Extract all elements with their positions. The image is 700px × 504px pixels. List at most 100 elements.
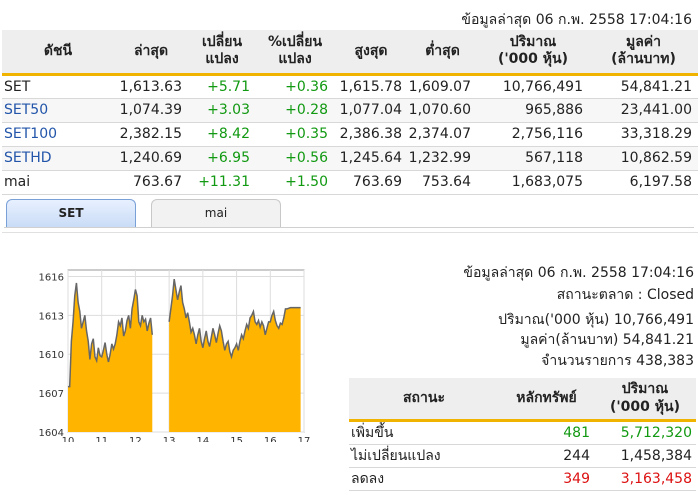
index-low: 1,070.60 <box>408 98 477 123</box>
header-status-volume: ปริมาณ ('000 หุ้น) <box>594 378 696 422</box>
index-pct-change: +0.36 <box>256 74 334 99</box>
status-volume: 1,458,384 <box>594 444 696 468</box>
x-tick-label: 17 <box>298 436 311 442</box>
status-count: 481 <box>499 420 594 445</box>
index-pct-change: +0.35 <box>256 122 334 147</box>
index-name-link[interactable]: SET100 <box>2 122 114 147</box>
index-row-set100: SET100 2,382.15 +8.42 +0.35 2,386.38 2,3… <box>2 122 698 147</box>
x-tick-label: 14 <box>196 436 209 442</box>
index-change: +5.71 <box>188 74 256 99</box>
info-timestamp: ข้อมูลล่าสุด 06 ก.พ. 2558 17:04:16 <box>463 265 694 281</box>
session-line-2 <box>168 278 301 360</box>
y-tick-label: 1616 <box>39 272 64 283</box>
y-tick-label: 1604 <box>39 428 64 439</box>
index-value: 33,318.29 <box>589 122 698 147</box>
status-count: 244 <box>499 444 594 468</box>
header-change: เปลี่ยน แปลง <box>188 30 256 76</box>
index-name-link[interactable]: SETHD <box>2 146 114 171</box>
index-volume: 10,766,491 <box>477 74 589 99</box>
index-pct-change: +0.28 <box>256 98 334 123</box>
transaction-count: จำนวนรายการ 438,383 <box>541 353 694 369</box>
index-row-set: SET 1,613.63 +5.71 +0.36 1,615.78 1,609.… <box>2 74 698 99</box>
index-link-set100[interactable]: SET100 <box>4 126 58 142</box>
index-low: 753.64 <box>408 170 477 195</box>
tab-mai[interactable]: mai <box>151 199 281 227</box>
x-tick-label: 12 <box>129 436 142 442</box>
index-row-mai: mai 763.67 +11.31 +1.50 763.69 753.64 1,… <box>2 170 698 195</box>
index-last: 2,382.15 <box>114 122 188 147</box>
index-last: 1,074.39 <box>114 98 188 123</box>
header-low: ต่ำสุด <box>408 30 477 76</box>
header-high: สูงสุด <box>334 30 408 76</box>
index-volume: 567,118 <box>477 146 589 171</box>
header-securities: หลักทรัพย์ <box>499 378 594 422</box>
header-volume: ปริมาณ ('000 หุ้น) <box>477 30 589 76</box>
index-low: 1,232.99 <box>408 146 477 171</box>
advance-decline-table: สถานะ หลักทรัพย์ ปริมาณ ('000 หุ้น) เพิ่ม… <box>349 378 696 491</box>
header-status: สถานะ <box>349 378 499 422</box>
last-update-timestamp: ข้อมูลล่าสุด 06 ก.พ. 2558 17:04:16 <box>461 12 692 28</box>
index-value: 54,841.21 <box>589 74 698 99</box>
header-pct-change: %เปลี่ยน แปลง <box>256 30 334 76</box>
status-name: เพิ่มขึ้น <box>349 420 499 445</box>
index-volume: 2,756,116 <box>477 122 589 147</box>
index-high: 2,386.38 <box>334 122 408 147</box>
x-tick-label: 11 <box>95 436 108 442</box>
index-volume: 1,683,075 <box>477 170 589 195</box>
y-tick-label: 1613 <box>39 311 64 322</box>
index-value: 10,862.59 <box>589 146 698 171</box>
market-tabs: SET mai <box>4 199 694 228</box>
market-status: สถานะตลาด : Closed <box>556 287 694 303</box>
session-area-2 <box>169 279 301 432</box>
x-tick-label: 13 <box>163 436 176 442</box>
status-name: ลดลง <box>349 467 499 491</box>
status-row-decline: ลดลง 349 3,163,458 <box>349 467 696 491</box>
status-name: ไม่เปลี่ยนแปลง <box>349 444 499 468</box>
index-link-set50[interactable]: SET50 <box>4 102 49 118</box>
index-table-header: ดัชนี ล่าสุด เปลี่ยน แปลง %เปลี่ยน แปลง สู… <box>2 30 698 76</box>
x-tick-label: 10 <box>62 436 75 442</box>
total-value: มูลค่า(ล้านบาท) 54,841.21 <box>520 332 694 348</box>
status-volume: 5,712,320 <box>594 420 696 445</box>
index-name-link[interactable]: SET50 <box>2 98 114 123</box>
total-volume: ปริมาณ('000 หุ้น) 10,766,491 <box>498 312 694 328</box>
index-low: 1,609.07 <box>408 74 477 99</box>
index-pct-change: +0.56 <box>256 146 334 171</box>
index-row-sethd: SETHD 1,240.69 +6.95 +0.56 1,245.64 1,23… <box>2 146 698 171</box>
index-high: 1,615.78 <box>334 74 408 99</box>
tab-set[interactable]: SET <box>6 199 136 227</box>
index-pct-change: +1.50 <box>256 170 334 195</box>
index-change: +3.03 <box>188 98 256 123</box>
header-index: ดัชนี <box>2 30 114 76</box>
index-value: 23,441.00 <box>589 98 698 123</box>
index-last: 1,240.69 <box>114 146 188 171</box>
y-tick-label: 1607 <box>39 389 64 400</box>
index-value: 6,197.58 <box>589 170 698 195</box>
y-tick-label: 1610 <box>39 350 64 361</box>
index-link-sethd[interactable]: SETHD <box>4 150 52 166</box>
index-change: +6.95 <box>188 146 256 171</box>
header-value: มูลค่า (ล้านบาท) <box>589 30 698 76</box>
x-tick-label: 16 <box>264 436 277 442</box>
index-change: +8.42 <box>188 122 256 147</box>
index-row-set50: SET50 1,074.39 +3.03 +0.28 1,077.04 1,07… <box>2 98 698 123</box>
status-row-unchanged: ไม่เปลี่ยนแปลง 244 1,458,384 <box>349 444 696 468</box>
index-last: 1,613.63 <box>114 74 188 99</box>
index-summary-table: ดัชนี ล่าสุด เปลี่ยน แปลง %เปลี่ยน แปลง สู… <box>2 30 698 195</box>
index-name: mai <box>2 170 114 195</box>
status-volume: 3,163,458 <box>594 467 696 491</box>
index-change: +11.31 <box>188 170 256 195</box>
index-high: 1,077.04 <box>334 98 408 123</box>
status-row-advance: เพิ่มขึ้น 481 5,712,320 <box>349 420 696 445</box>
session-line-1 <box>68 282 154 388</box>
header-last: ล่าสุด <box>114 30 188 76</box>
index-high: 1,245.64 <box>334 146 408 171</box>
panel-divider <box>2 232 698 233</box>
x-tick-label: 15 <box>230 436 243 442</box>
status-table-header: สถานะ หลักทรัพย์ ปริมาณ ('000 หุ้น) <box>349 378 696 422</box>
index-low: 2,374.07 <box>408 122 477 147</box>
index-last: 763.67 <box>114 170 188 195</box>
index-volume: 965,886 <box>477 98 589 123</box>
index-name: SET <box>2 74 114 99</box>
